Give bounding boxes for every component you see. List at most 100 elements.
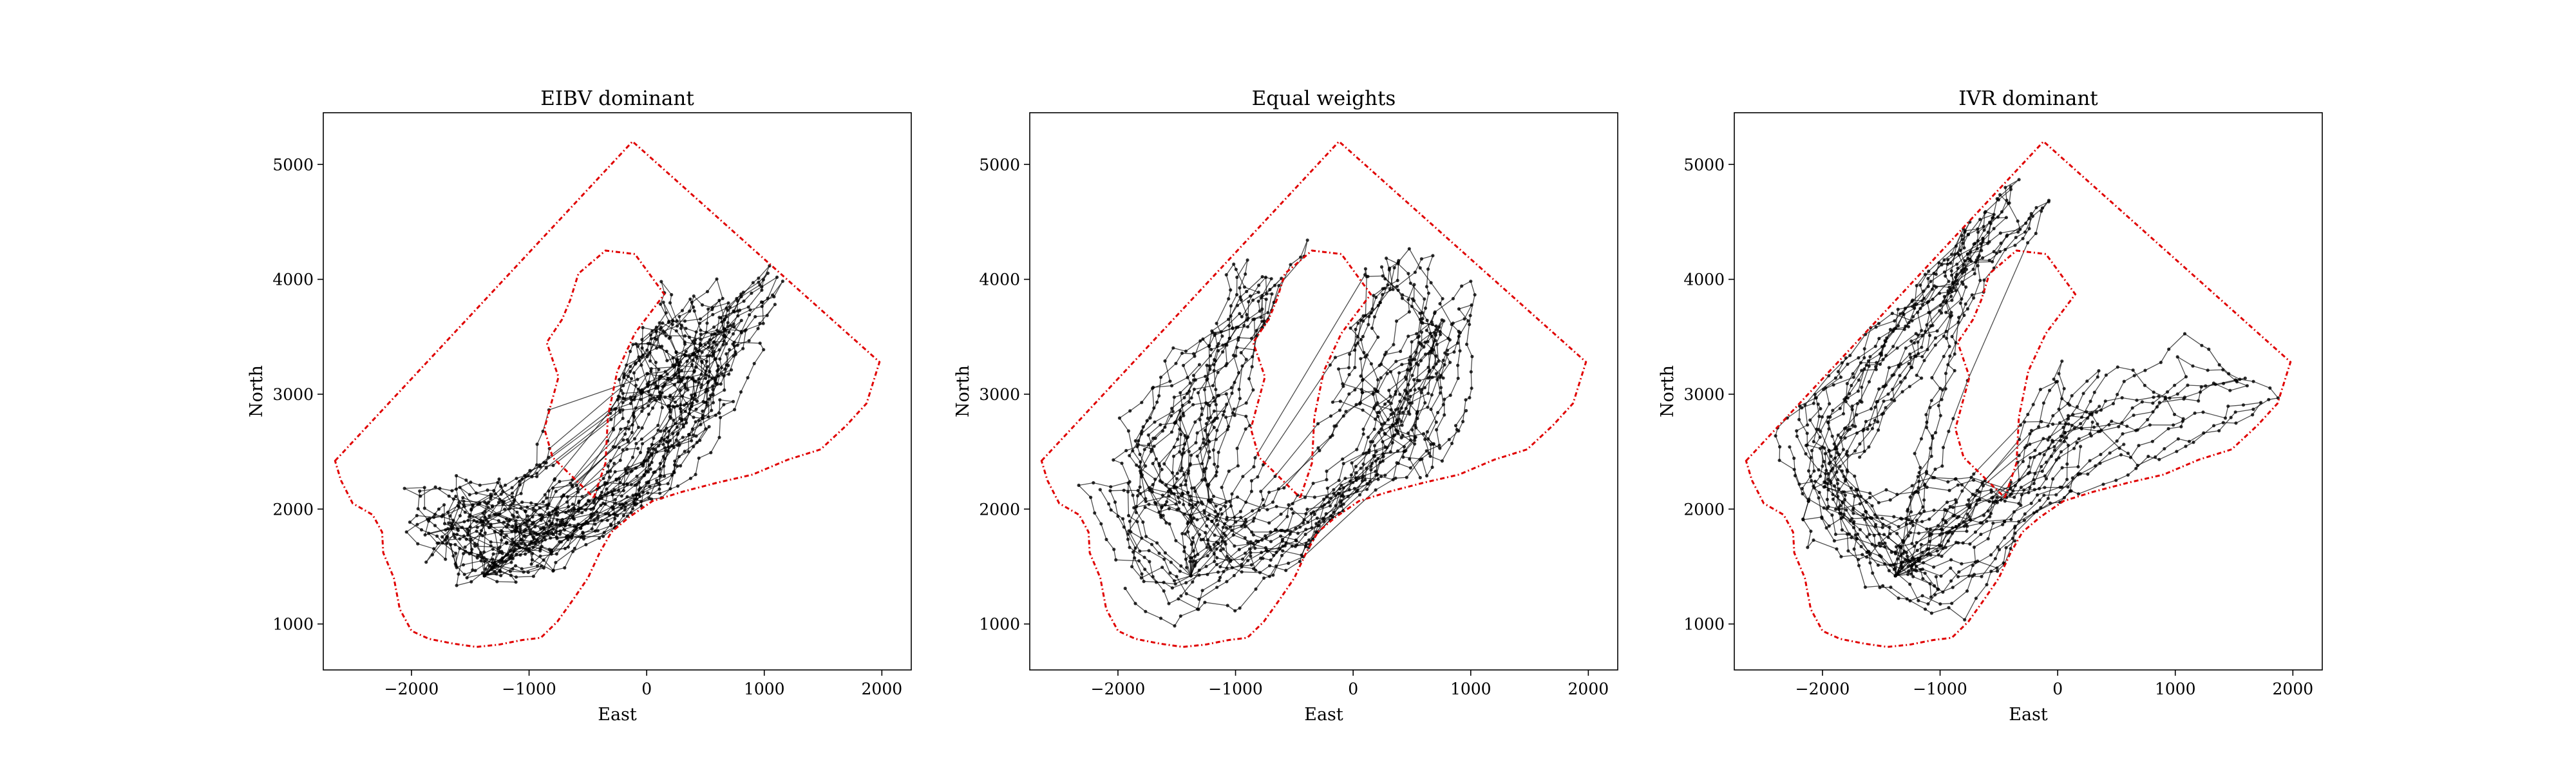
- trajectory-point: [498, 512, 502, 516]
- y-tick-label: 2000: [979, 500, 1020, 519]
- trajectory-point: [1182, 396, 1186, 400]
- trajectory-point: [2201, 410, 2205, 414]
- trajectory-point: [1230, 492, 1234, 496]
- trajectory-point: [1197, 568, 1201, 572]
- trajectory-point: [493, 492, 497, 496]
- trajectory-point: [1470, 354, 1474, 359]
- trajectory-point: [2009, 187, 2013, 191]
- trajectory-point: [447, 521, 451, 525]
- trajectory-point: [626, 374, 630, 378]
- trajectory-point: [1423, 401, 1427, 405]
- trajectory-point: [1184, 592, 1188, 596]
- trajectory-point: [1349, 326, 1352, 330]
- trajectory-point: [542, 461, 546, 464]
- trajectory-point: [1174, 539, 1178, 542]
- trajectory-point: [601, 477, 605, 481]
- trajectory-point: [680, 309, 685, 312]
- trajectory-point: [747, 339, 751, 343]
- trajectory-point: [1871, 571, 1875, 575]
- trajectory-point: [724, 342, 728, 346]
- trajectory-point: [1206, 433, 1210, 437]
- trajectory-point: [1906, 325, 1911, 329]
- trajectory-point: [611, 507, 615, 511]
- trajectory-point: [710, 408, 714, 412]
- trajectory-point: [641, 464, 645, 468]
- trajectory-point: [502, 500, 506, 504]
- trajectory-point: [523, 535, 527, 539]
- trajectory-point: [1941, 546, 1945, 550]
- trajectory-point: [1925, 420, 1929, 425]
- trajectory-point: [550, 531, 554, 535]
- trajectory-point: [590, 527, 594, 531]
- trajectory-point: [2006, 202, 2010, 205]
- trajectory-point: [692, 415, 696, 419]
- trajectory-point: [1456, 363, 1460, 367]
- trajectory-point: [1144, 497, 1148, 501]
- trajectory-point: [1378, 301, 1382, 305]
- trajectory-point: [1946, 258, 1950, 262]
- trajectory-point: [526, 570, 530, 575]
- trajectory-point: [609, 522, 613, 526]
- trajectory-point: [1350, 461, 1354, 465]
- trajectory-point: [1203, 428, 1207, 432]
- trajectory-group: [1774, 178, 2280, 622]
- trajectory-point: [518, 527, 522, 531]
- trajectory-point: [1996, 545, 2000, 549]
- trajectory-point: [640, 426, 644, 430]
- trajectory-point: [1356, 488, 1359, 492]
- trajectory-point: [1216, 370, 1220, 374]
- trajectory-point: [1906, 573, 1910, 577]
- trajectory-point: [650, 406, 655, 410]
- trajectory-point: [1218, 575, 1222, 580]
- trajectory-point: [466, 531, 470, 535]
- trajectory-point: [629, 365, 632, 368]
- trajectory-point: [1383, 402, 1387, 406]
- trajectory-point: [580, 523, 584, 527]
- trajectory-point: [458, 537, 462, 541]
- trajectory-point: [1458, 349, 1462, 353]
- trajectory-point: [701, 414, 705, 418]
- trajectory-point: [630, 377, 634, 381]
- trajectory-point: [545, 496, 549, 500]
- trajectory-point: [1190, 486, 1194, 490]
- trajectory-point: [1269, 277, 1273, 281]
- trajectory-point: [1837, 508, 1841, 511]
- trajectory-point: [1235, 495, 1240, 499]
- trajectory-point: [606, 464, 610, 468]
- trajectory-point: [1853, 425, 1857, 428]
- trajectory-point: [2008, 493, 2012, 497]
- trajectory-point: [2004, 216, 2008, 220]
- trajectory-point: [631, 493, 635, 497]
- trajectory-point: [1239, 298, 1243, 302]
- trajectory-point: [1421, 432, 1426, 435]
- x-tick-label: 0: [1348, 680, 1358, 698]
- trajectory-point: [1962, 267, 1966, 271]
- trajectory-point: [1425, 318, 1429, 322]
- trajectory-point: [671, 319, 675, 323]
- trajectory-point: [1200, 502, 1204, 506]
- trajectory-point: [1908, 352, 1912, 356]
- trajectory-point: [1417, 341, 1421, 345]
- trajectory-point: [1253, 546, 1257, 550]
- trajectory-point: [668, 301, 672, 305]
- trajectory-point: [2181, 419, 2184, 423]
- y-tick-label: 1000: [1683, 615, 1725, 634]
- trajectory-point: [1247, 300, 1251, 303]
- trajectory-point: [518, 479, 522, 483]
- trajectory-point: [1954, 477, 1958, 481]
- trajectory-point: [1151, 462, 1155, 466]
- trajectory-point: [2233, 410, 2237, 414]
- trajectory-point: [1884, 406, 1888, 410]
- trajectory-point: [613, 501, 618, 505]
- boundary-inner: [543, 249, 666, 500]
- trajectory-point: [715, 382, 719, 386]
- trajectory-point: [1894, 545, 1899, 549]
- trajectory-point: [484, 558, 488, 562]
- trajectory-point: [478, 532, 482, 536]
- trajectory-point: [1139, 576, 1143, 580]
- trajectory-point: [2076, 465, 2080, 469]
- trajectory-point: [1828, 415, 1832, 419]
- trajectory-point: [717, 435, 721, 439]
- trajectory-point: [2166, 426, 2170, 431]
- trajectory-point: [1140, 572, 1144, 576]
